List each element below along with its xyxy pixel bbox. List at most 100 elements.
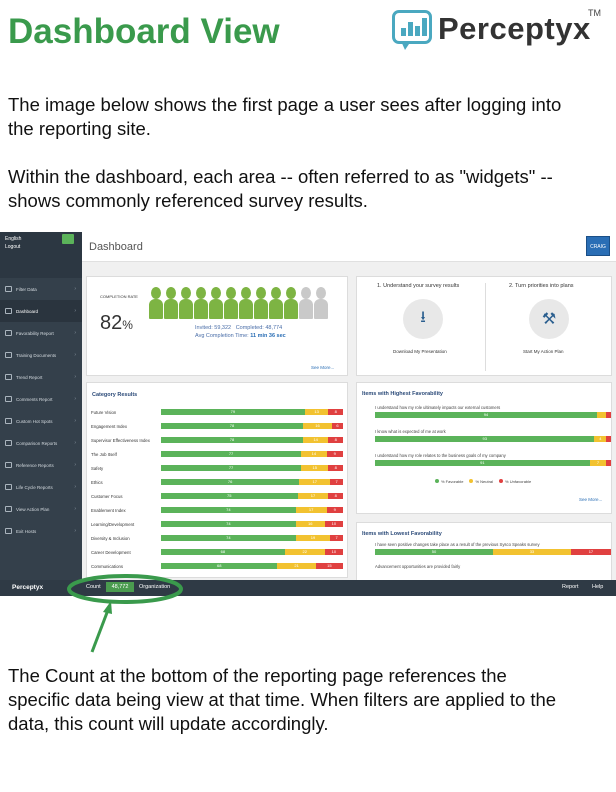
item-question: I understand how my role ultimately impa… [375,405,501,410]
intro-text-2: Within the dashboard, each area -- often… [8,166,553,211]
neutral-segment: 17 [299,479,331,485]
favorable-segment: 50 [375,549,493,555]
sidebar-item[interactable]: Filter Data › [0,278,82,300]
category-row[interactable]: Customer Focus 75 17 8 [91,491,343,501]
category-row[interactable]: Ethics 76 17 7 [91,477,343,487]
sidebar-item[interactable]: Life Cycle Reports › [0,476,82,498]
unfavorable-segment: 10 [324,521,343,527]
neutral-segment: 22 [284,549,325,555]
category-bar: 79 13 8 [161,409,343,415]
neutral-segment: 19 [295,535,331,541]
sidebar-item[interactable]: Comments Report › [0,388,82,410]
highest-favorability-title: Items with Highest Favorability [362,391,443,397]
favorable-segment: 68 [161,549,285,555]
completion-see-more[interactable]: See More... [311,365,335,370]
favorable-segment: 77 [161,451,302,457]
reference-icon [5,462,12,468]
chevron-right-icon: › [74,352,76,358]
category-row[interactable]: Diversity & Inclusion 74 19 7 [91,533,343,543]
neutral-segment: 17 [295,507,327,513]
completion-stats: Invited: 59,322 Completed: 48,774 Avg Co… [195,325,286,339]
unfavorable-segment: 17 [570,549,611,555]
chevron-right-icon: › [74,374,76,380]
category-label: Enablement Index [91,507,126,513]
person-icon [209,287,223,321]
category-bar: 68 21 15 [161,563,343,569]
item-bar: 91 7 [375,460,611,466]
category-label: Communications [91,563,124,569]
favorable-segment: 93 [375,436,595,442]
help-button[interactable]: Help [592,584,604,590]
category-label: Diversity & Inclusion [91,535,130,541]
category-row[interactable]: Communications 68 21 15 [91,561,343,571]
unfavorable-segment: 7 [330,479,343,485]
start-action-plan-link[interactable]: Start My Action Plan [523,349,564,354]
category-row[interactable]: Supervisor Effectiveness Index 78 14 8 [91,435,343,445]
person-icon [164,287,178,321]
sidebar-item[interactable]: Training Documents › [0,344,82,366]
category-label: Engagement Index [91,423,128,429]
logo-wordmark: Perceptyx [438,11,591,46]
category-label: Customer Focus [91,493,123,499]
download-presentation-link[interactable]: Download My Presentation [393,349,447,354]
sidebar-item-label: Training Documents [16,352,57,358]
favorable-segment: 79 [161,409,305,415]
category-row[interactable]: Career Development 68 22 10 [91,547,343,557]
report-button[interactable]: Report [562,584,579,590]
category-row[interactable]: Enablement Index 74 17 9 [91,505,343,515]
category-row[interactable]: Future Vision 79 13 8 [91,407,343,417]
sidebar-item[interactable]: Dashboard › [0,300,82,322]
sidebar-item[interactable]: Trend Report › [0,366,82,388]
neutral-segment: 4 [594,436,607,442]
exit-icon [5,528,12,534]
comment-icon [5,396,12,402]
trademark: TM [588,8,601,18]
category-bar: 77 15 8 [161,465,343,471]
category-bar: 78 16 6 [161,423,343,429]
sidebar-item[interactable]: Custom Hot Spots › [0,410,82,432]
sidebar-item-label: Life Cycle Reports [16,484,53,490]
category-row[interactable]: The Job Itself 77 14 9 [91,449,343,459]
category-row[interactable]: Engagement Index 78 16 6 [91,421,343,431]
neutral-segment: 33 [493,549,571,555]
organization-link[interactable]: Organization [139,584,171,590]
category-label: Future Vision [91,409,117,415]
download-icon[interactable]: ⭳ [403,299,443,339]
sidebar-item-label: Comparison Reports [16,440,58,446]
category-label: Ethics [91,479,103,485]
sidebar-item[interactable]: Comparison Reports › [0,432,82,454]
unfavorable-segment: 8 [328,465,343,471]
completion-percent: 82% [100,312,133,334]
neutral-segment: 7 [589,460,607,466]
highest-see-more[interactable]: See More... [579,497,603,502]
category-label: Supervisor Effectiveness Index [91,437,150,443]
category-row[interactable]: Learning/Development 74 16 10 [91,519,343,529]
chevron-right-icon: › [74,484,76,490]
sidebar-item[interactable]: View Action Plan › [0,498,82,520]
tools-icon[interactable]: ⚒ [529,299,569,339]
menu-icon[interactable] [62,234,74,244]
sidebar-item-label: Favorability Report [16,330,54,336]
chevron-right-icon: › [74,506,76,512]
perceptyx-logo: Perceptyx TM [392,8,610,54]
category-row[interactable]: Safety 77 15 8 [91,463,343,473]
language-select[interactable]: English [5,236,22,242]
sidebar-item-label: Comments Report [16,396,53,402]
item-question: I understand how my role relates to the … [375,453,506,458]
unfavorable-segment [606,436,611,442]
chevron-right-icon: › [74,462,76,468]
step2-title: 2. Turn priorities into plans [509,283,574,289]
sidebar-item[interactable]: Reference Reports › [0,454,82,476]
person-icon [149,287,163,321]
favorable-segment: 74 [161,521,296,527]
sidebar-item-label: Trend Report [16,374,43,380]
sidebar-item[interactable]: Exit Hosts › [0,520,82,542]
sidebar-item[interactable]: Favorability Report › [0,322,82,344]
category-label: Career Development [91,549,131,555]
person-icon [269,287,283,321]
logout-link[interactable]: Logout [5,244,21,250]
item-bar: 50 33 17 [375,549,611,555]
neutral-segment: 14 [301,451,327,457]
neutral-segment: 14 [302,437,329,443]
item-question: I know what is expected of me at work [375,429,446,434]
